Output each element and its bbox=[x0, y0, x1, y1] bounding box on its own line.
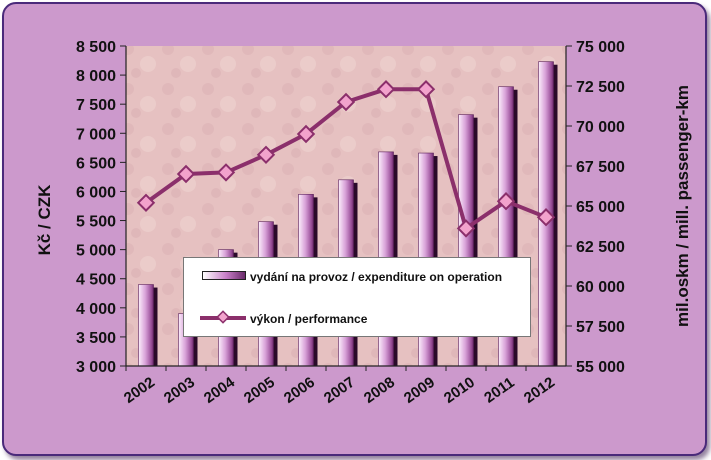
x-tick-label: 2011 bbox=[481, 374, 517, 407]
x-tick-label: 2003 bbox=[161, 374, 198, 407]
y-left-tick-label: 8 000 bbox=[76, 68, 116, 85]
performance-point bbox=[456, 219, 476, 238]
x-tick-label: 2002 bbox=[121, 374, 158, 407]
performance-point bbox=[376, 80, 396, 99]
y-left-tick-label: 6 000 bbox=[76, 184, 116, 201]
y-right-tick-label: 62 500 bbox=[576, 239, 625, 256]
performance-point bbox=[296, 124, 316, 144]
y-left-tick-label: 4 000 bbox=[76, 301, 116, 318]
y-left-tick-label: 3 500 bbox=[76, 330, 116, 347]
legend-label-performance: výkon / performance bbox=[250, 312, 368, 326]
y-left-tick-label: 5 000 bbox=[76, 243, 116, 260]
y-left-tick-label: 6 500 bbox=[76, 155, 116, 172]
performance-point bbox=[176, 164, 196, 184]
x-tick-label: 2005 bbox=[241, 374, 278, 407]
y-right-tick-label: 75 000 bbox=[576, 39, 625, 56]
legend-label-expenditure: vydání na provoz / expenditure on operat… bbox=[250, 270, 503, 284]
performance-point bbox=[496, 192, 516, 211]
performance-point bbox=[216, 163, 236, 182]
x-tick-label: 2008 bbox=[361, 374, 398, 407]
bar bbox=[138, 284, 154, 367]
y-axis-left-title: Kč / CZK bbox=[35, 184, 54, 256]
y-left-tick-label: 5 500 bbox=[76, 214, 116, 231]
performance-point bbox=[336, 92, 356, 112]
performance-point bbox=[536, 208, 556, 227]
y-left-tick-label: 8 500 bbox=[76, 39, 116, 56]
y-right-tick-label: 67 500 bbox=[576, 159, 625, 176]
x-tick-label: 2004 bbox=[201, 373, 239, 406]
x-tick-label: 2009 bbox=[401, 374, 438, 407]
y-right-tick-label: 55 000 bbox=[576, 359, 625, 376]
x-tick-label: 2012 bbox=[521, 374, 558, 407]
x-tick-label: 2010 bbox=[441, 374, 478, 407]
legend-bar-swatch bbox=[202, 271, 246, 280]
performance-point bbox=[136, 193, 156, 212]
performance-point bbox=[256, 145, 276, 164]
y-left-tick-label: 7 500 bbox=[76, 97, 116, 114]
legend-line-swatch bbox=[200, 310, 246, 324]
y-left-tick-label: 7 000 bbox=[76, 126, 116, 143]
x-tick-label: 2006 bbox=[281, 374, 318, 407]
performance-point bbox=[416, 80, 436, 99]
y-right-tick-label: 65 000 bbox=[576, 199, 625, 216]
y-right-tick-label: 57 500 bbox=[576, 319, 625, 336]
legend: vydání na provoz / expenditure on operat… bbox=[183, 257, 531, 337]
y-right-tick-label: 60 000 bbox=[576, 279, 625, 296]
y-left-tick-label: 4 500 bbox=[76, 272, 116, 289]
x-tick-label: 2007 bbox=[321, 374, 358, 407]
y-left-tick-label: 3 000 bbox=[76, 359, 116, 376]
y-axis-right-title: mil.oskm / mill. passenger-km bbox=[673, 85, 692, 327]
y-right-tick-label: 70 000 bbox=[576, 119, 625, 136]
y-right-tick-label: 72 500 bbox=[576, 79, 625, 96]
